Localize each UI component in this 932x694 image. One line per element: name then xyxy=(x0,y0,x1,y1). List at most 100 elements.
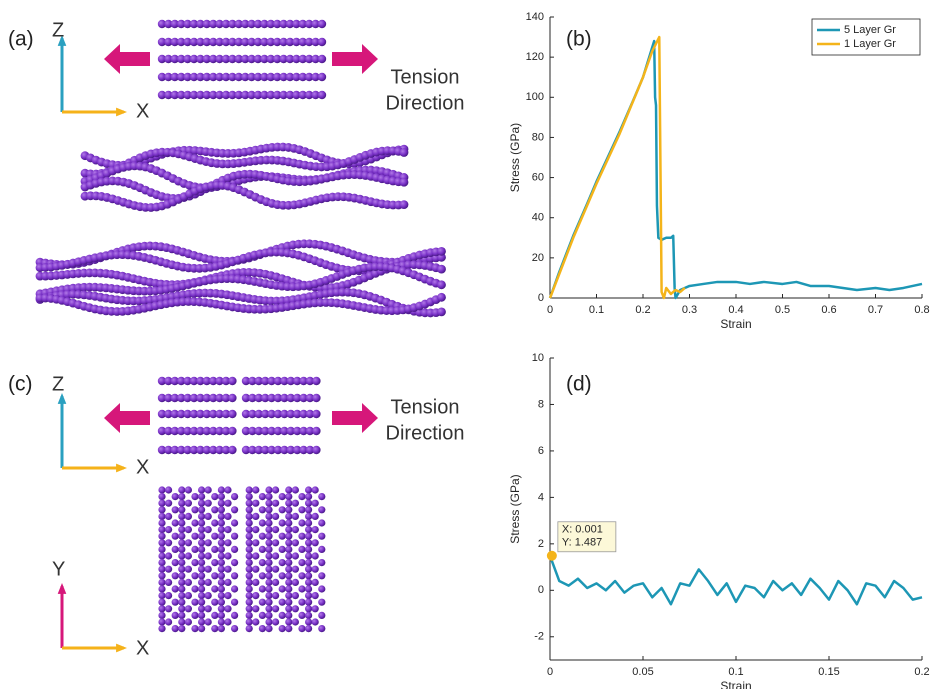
atom xyxy=(184,486,192,494)
atom xyxy=(258,519,266,527)
atom xyxy=(258,611,266,620)
atom xyxy=(189,19,199,29)
atom xyxy=(158,605,166,613)
atom xyxy=(183,19,192,29)
atom xyxy=(305,585,313,593)
atom xyxy=(184,618,192,626)
atom xyxy=(260,37,269,47)
atom xyxy=(198,598,206,606)
atom xyxy=(191,545,199,554)
atom xyxy=(241,54,250,64)
atom xyxy=(184,512,192,521)
atom xyxy=(204,578,212,587)
atom xyxy=(211,506,219,514)
atom xyxy=(245,611,253,620)
atom xyxy=(241,90,250,100)
atom xyxy=(311,592,319,600)
atom xyxy=(245,493,253,501)
atom xyxy=(261,445,270,455)
atom xyxy=(158,512,166,521)
atom xyxy=(265,598,273,606)
atom xyxy=(191,519,199,527)
atom xyxy=(217,532,225,540)
atom xyxy=(231,611,239,620)
atom xyxy=(318,532,326,540)
atom xyxy=(202,19,211,29)
atom xyxy=(267,376,276,386)
atom xyxy=(170,54,179,64)
atom xyxy=(191,532,199,540)
atom xyxy=(171,585,179,593)
atom xyxy=(224,552,232,560)
atom xyxy=(209,72,218,82)
atom xyxy=(285,598,293,606)
atom xyxy=(224,512,232,521)
atom xyxy=(177,37,186,47)
atom xyxy=(305,559,313,567)
atom xyxy=(196,376,205,386)
atom xyxy=(215,90,224,100)
atom xyxy=(170,426,179,436)
atom xyxy=(217,526,225,534)
atom xyxy=(258,493,266,501)
atom xyxy=(221,445,231,455)
atom xyxy=(234,37,243,47)
atom xyxy=(217,572,225,580)
atom xyxy=(245,552,253,560)
atom xyxy=(265,519,273,527)
atom xyxy=(183,445,192,455)
atom xyxy=(158,592,166,600)
atom xyxy=(177,409,186,419)
atom xyxy=(198,506,206,514)
atom xyxy=(178,526,186,534)
atom xyxy=(252,512,260,521)
atom xyxy=(280,445,289,455)
atom xyxy=(266,72,275,82)
atom xyxy=(272,618,280,626)
atom xyxy=(318,545,326,554)
atom xyxy=(231,598,239,606)
atom xyxy=(252,526,260,534)
atom xyxy=(198,545,206,554)
atom xyxy=(278,532,286,540)
arrow-head xyxy=(116,107,127,117)
atom xyxy=(170,445,179,455)
atom xyxy=(157,37,167,47)
atom xyxy=(204,605,212,613)
atom xyxy=(178,486,186,494)
atom xyxy=(158,545,166,554)
atom xyxy=(292,90,301,100)
atom xyxy=(198,512,206,521)
atom xyxy=(245,585,253,593)
atom xyxy=(399,148,409,157)
atom xyxy=(247,37,256,47)
atom xyxy=(170,393,179,403)
atom xyxy=(171,598,179,606)
atom xyxy=(265,625,273,633)
atom xyxy=(209,426,218,436)
caption: Tension xyxy=(391,66,460,88)
atom xyxy=(178,512,186,521)
atom xyxy=(228,393,237,403)
atom xyxy=(305,512,313,521)
atom xyxy=(157,393,167,403)
y-tick-label: 120 xyxy=(526,51,544,63)
atom xyxy=(305,486,313,494)
atom xyxy=(189,409,199,419)
atom xyxy=(278,572,286,580)
atom xyxy=(272,499,280,507)
atom xyxy=(228,54,237,64)
atom xyxy=(265,506,273,514)
atom xyxy=(278,598,286,606)
atom xyxy=(170,72,179,82)
atom xyxy=(265,545,273,554)
atom xyxy=(245,499,253,507)
atom xyxy=(184,605,192,613)
atom xyxy=(299,376,308,386)
atom xyxy=(191,585,199,593)
atom xyxy=(253,19,263,29)
atom xyxy=(177,393,186,403)
atom xyxy=(171,625,179,633)
atom xyxy=(165,605,173,613)
atom xyxy=(252,618,260,626)
